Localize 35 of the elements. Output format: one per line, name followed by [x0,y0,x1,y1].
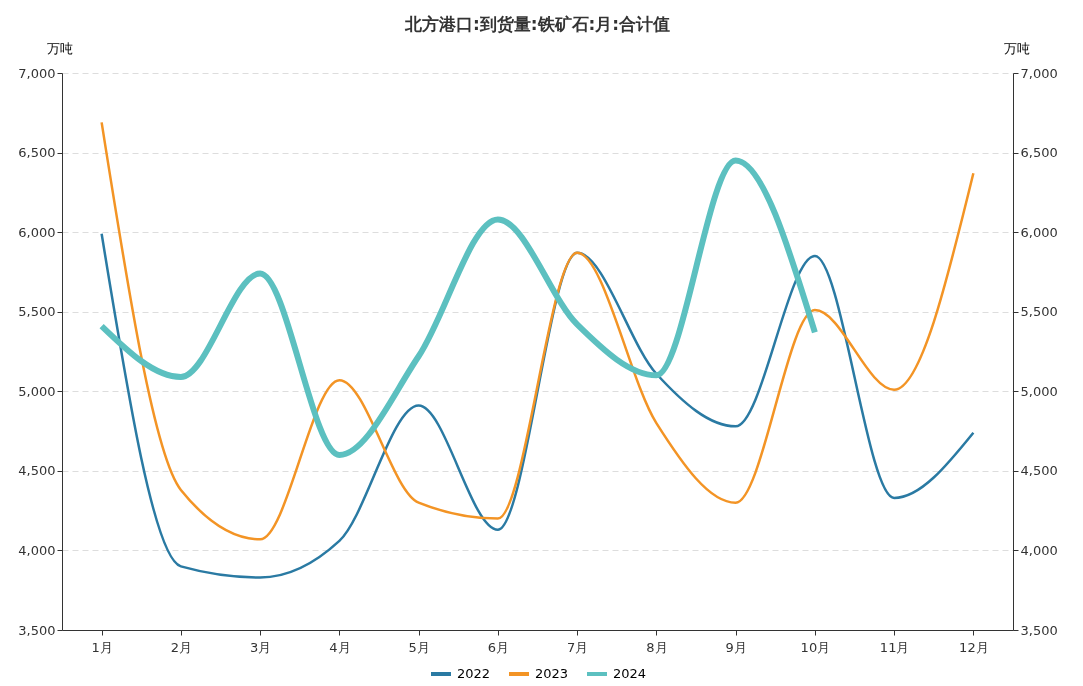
y2-tick-label: 3,500 [1020,622,1058,638]
y2-tick-label: 4,000 [1020,542,1058,558]
y2-tick-label: 4,500 [1020,463,1058,479]
x-tick-label: 11月 [879,639,910,655]
x-tick-label: 2月 [170,639,193,655]
y-tick-label: 3,500 [18,622,56,638]
y-axis-title: 万吨 [46,40,73,56]
y-tick-label: 7,000 [18,65,56,81]
y2-tick-label: 7,000 [1020,65,1058,81]
y2-tick-label: 6,500 [1020,145,1058,161]
x-tick-label: 1月 [91,639,113,655]
x-tick-label: 4月 [329,639,351,655]
y2-axis-title: 万吨 [1003,40,1030,56]
y2-tick-label: 6,000 [1020,224,1058,240]
x-tick-label: 12月 [959,639,989,655]
y2-tick-label: 5,500 [1020,304,1058,320]
legend-label: 2024 [613,666,647,681]
x-tick-label: 6月 [487,639,510,655]
x-tick-label: 5月 [408,639,430,655]
x-tick-label: 9月 [725,639,747,655]
x-tick-label: 8月 [646,639,668,655]
x-tick-label: 10月 [800,639,831,655]
legend-label: 2023 [535,666,569,681]
y-tick-label: 5,000 [18,383,56,399]
y-tick-label: 6,000 [18,224,56,240]
y-tick-label: 6,500 [18,145,56,161]
legend-label: 2022 [457,666,491,681]
y-tick-label: 5,500 [18,304,56,320]
line-series [100,121,975,541]
y-tick-label: 4,000 [18,542,56,558]
x-tick-label: 3月 [249,639,272,655]
x-tick-label: 7月 [566,639,589,655]
y-tick-label: 4,500 [18,463,56,479]
chart-title: 北方港口:到货量:铁矿石:月:合计值 [403,14,671,34]
y2-tick-label: 5,000 [1020,383,1058,399]
